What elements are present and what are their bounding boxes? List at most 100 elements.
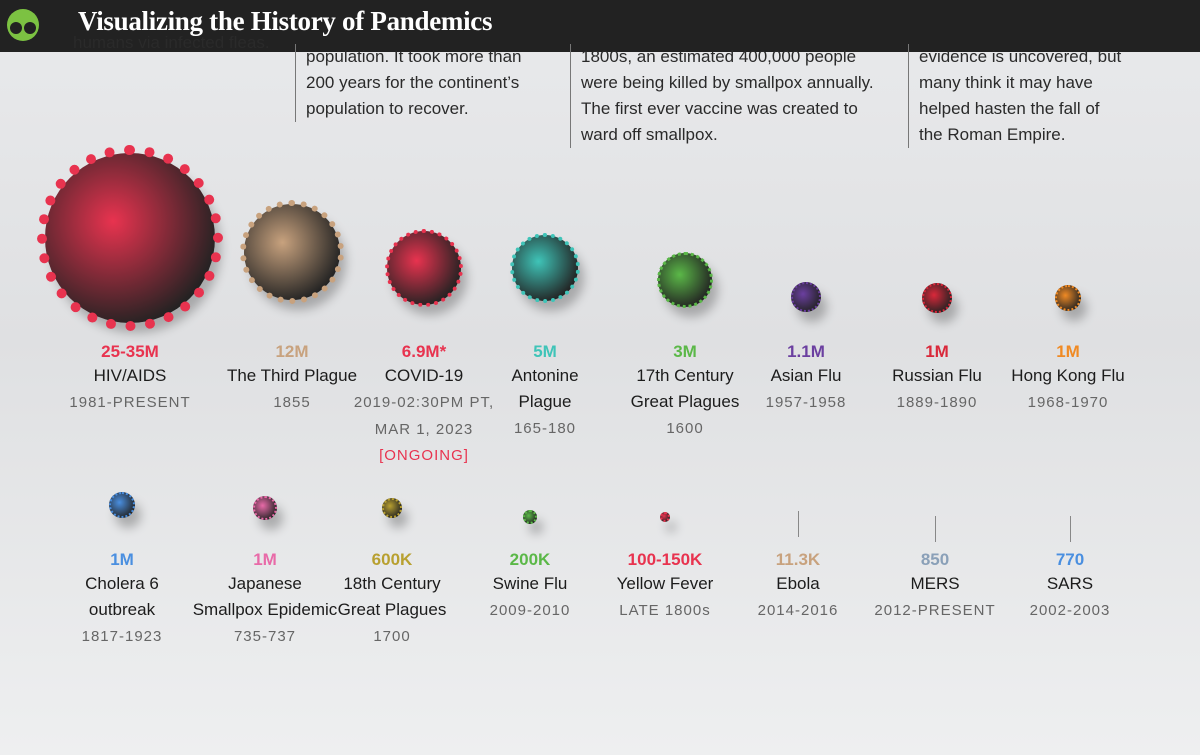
pandemic-name: Ebola bbox=[776, 574, 820, 593]
pandemic-name: 18th Century bbox=[343, 574, 441, 593]
pandemic-item: 850 MERS 2012-PRESENT bbox=[855, 549, 1015, 624]
pandemic-name: Japanese bbox=[228, 574, 302, 593]
pandemic-years: MAR 1, 2023 bbox=[374, 421, 474, 438]
intro-line: population. It took more than bbox=[306, 47, 522, 66]
intro-line: helped hasten the fall of bbox=[919, 99, 1100, 118]
pandemic-name: MERS bbox=[910, 574, 960, 593]
virus-ball bbox=[240, 200, 344, 304]
pandemic-name: Cholera 6 bbox=[85, 574, 159, 593]
pandemic-name: SARS bbox=[1046, 574, 1094, 593]
marker-line bbox=[1070, 516, 1071, 542]
pandemic-years: 2012-PRESENT bbox=[874, 602, 996, 619]
virus-ball bbox=[37, 145, 223, 331]
virus-ball bbox=[253, 496, 277, 520]
intro-line: evidence is uncovered, but bbox=[919, 47, 1122, 66]
pandemic-item: 5M Antonine Plague 165-180 bbox=[465, 341, 625, 442]
pandemic-item: 11.3K Ebola 2014-2016 bbox=[718, 549, 878, 624]
pandemic-item: 12M The Third Plague 1855 bbox=[212, 341, 372, 416]
intro-column: humans via infected fleas. bbox=[62, 30, 270, 56]
pandemic-name: The Third Plague bbox=[226, 366, 358, 385]
pandemic-name: Plague bbox=[518, 392, 572, 411]
pandemic-item: 3M 17th Century Great Plagues 1600 bbox=[605, 341, 765, 442]
pandemic-name: Yellow Fever bbox=[616, 574, 714, 593]
pandemic-name: Smallpox Epidemic bbox=[192, 600, 338, 619]
virus-ball bbox=[1055, 285, 1081, 311]
pandemic-years: LATE 1800s bbox=[619, 602, 711, 619]
death-count: 1M bbox=[253, 550, 277, 569]
death-count: 5M bbox=[533, 342, 557, 361]
virus-ball bbox=[660, 512, 670, 522]
pandemic-item: 600K 18th Century Great Plagues 1700 bbox=[312, 549, 472, 650]
intro-line: population to recover. bbox=[306, 99, 469, 118]
death-count: 100-150K bbox=[627, 550, 703, 569]
death-count: 3M bbox=[673, 342, 697, 361]
intro-line: were being killed by smallpox annually. bbox=[581, 73, 874, 92]
death-count: 6.9M* bbox=[401, 342, 447, 361]
death-count: 1M bbox=[110, 550, 134, 569]
pandemic-status: [ONGOING] bbox=[379, 447, 469, 464]
pandemic-years: 165-180 bbox=[513, 420, 577, 437]
intro-line: ward off smallpox. bbox=[581, 125, 718, 144]
pandemic-years: 1855 bbox=[273, 394, 311, 411]
page-title: Visualizing the History of Pandemics bbox=[78, 6, 493, 36]
intro-column: 1800s, an estimated 400,000 people were b… bbox=[570, 44, 874, 148]
pandemic-item: 1M Cholera 6 outbreak 1817-1923 bbox=[42, 549, 202, 650]
pandemic-name: Swine Flu bbox=[492, 574, 568, 593]
pandemic-name: COVID-19 bbox=[384, 366, 464, 385]
pandemic-name: Great Plagues bbox=[337, 600, 447, 619]
pandemic-years: 735-737 bbox=[233, 628, 297, 645]
pandemic-item: 100-150K Yellow Fever LATE 1800s bbox=[585, 549, 745, 624]
intro-line: many think it may have bbox=[919, 73, 1093, 92]
pandemic-years: 1700 bbox=[373, 628, 411, 645]
pandemic-years: 1981-PRESENT bbox=[69, 394, 191, 411]
pandemic-name: Hong Kong Flu bbox=[1011, 366, 1125, 385]
death-count: 770 bbox=[1055, 550, 1085, 569]
virus-ball bbox=[510, 233, 580, 303]
pandemic-years: 2014-2016 bbox=[757, 602, 839, 619]
logo bbox=[7, 9, 39, 41]
virus-ball bbox=[385, 229, 463, 307]
death-count: 850 bbox=[920, 550, 950, 569]
pandemic-item: 1M Hong Kong Flu 1968-1970 bbox=[988, 341, 1148, 416]
intro-line: the Roman Empire. bbox=[919, 125, 1066, 144]
death-count: 600K bbox=[371, 550, 413, 569]
pandemic-item: 25-35M HIV/AIDS 1981-PRESENT bbox=[50, 341, 210, 416]
pandemic-name: Asian Flu bbox=[770, 366, 842, 385]
marker-line bbox=[798, 511, 799, 537]
pandemic-name: 17th Century bbox=[636, 366, 734, 385]
header-bar: Visualizing the History of Pandemics bbox=[0, 0, 1200, 52]
marker-line bbox=[935, 516, 936, 542]
pandemic-item: 1.1M Asian Flu 1957-1958 bbox=[726, 341, 886, 416]
virus-ball bbox=[382, 498, 402, 518]
pandemic-years: 2019-02:30PM PT, bbox=[353, 394, 495, 411]
pandemic-name: Great Plagues bbox=[630, 392, 740, 411]
death-count: 1.1M bbox=[787, 342, 825, 361]
virus-ball bbox=[922, 283, 952, 313]
pandemic-name: Russian Flu bbox=[892, 366, 982, 385]
death-count: 200K bbox=[509, 550, 551, 569]
death-count: 1M bbox=[1056, 342, 1080, 361]
pandemic-years: 1968-1970 bbox=[1027, 394, 1109, 411]
intro-line: The first ever vaccine was created to bbox=[581, 99, 858, 118]
pandemic-years: 2009-2010 bbox=[489, 602, 571, 619]
pandemic-name: Antonine bbox=[511, 366, 579, 385]
intro-line: 1800s, an estimated 400,000 people bbox=[581, 47, 857, 66]
pandemic-name: outbreak bbox=[88, 600, 156, 619]
virus-ball bbox=[791, 282, 821, 312]
pandemic-name: HIV/AIDS bbox=[93, 366, 167, 385]
pandemic-years: 1600 bbox=[666, 420, 704, 437]
intro-line: 200 years for the continent’s bbox=[306, 73, 520, 92]
pandemic-item: 1M Russian Flu 1889-1890 bbox=[857, 341, 1017, 416]
intro-column: population. It took more than 200 years f… bbox=[295, 44, 521, 122]
pandemic-item: 770 SARS 2002-2003 bbox=[990, 549, 1150, 624]
pandemic-item: 200K Swine Flu 2009-2010 bbox=[450, 549, 610, 624]
virus-ball bbox=[657, 252, 713, 308]
death-count: 25-35M bbox=[101, 342, 159, 361]
intro-line: humans via infected fleas. bbox=[73, 33, 270, 52]
pandemic-years: 1889-1890 bbox=[896, 394, 978, 411]
pandemic-years: 2002-2003 bbox=[1029, 602, 1111, 619]
death-count: 12M bbox=[275, 342, 309, 361]
pandemic-years: 1817-1923 bbox=[81, 628, 163, 645]
virus-ball bbox=[523, 510, 537, 524]
